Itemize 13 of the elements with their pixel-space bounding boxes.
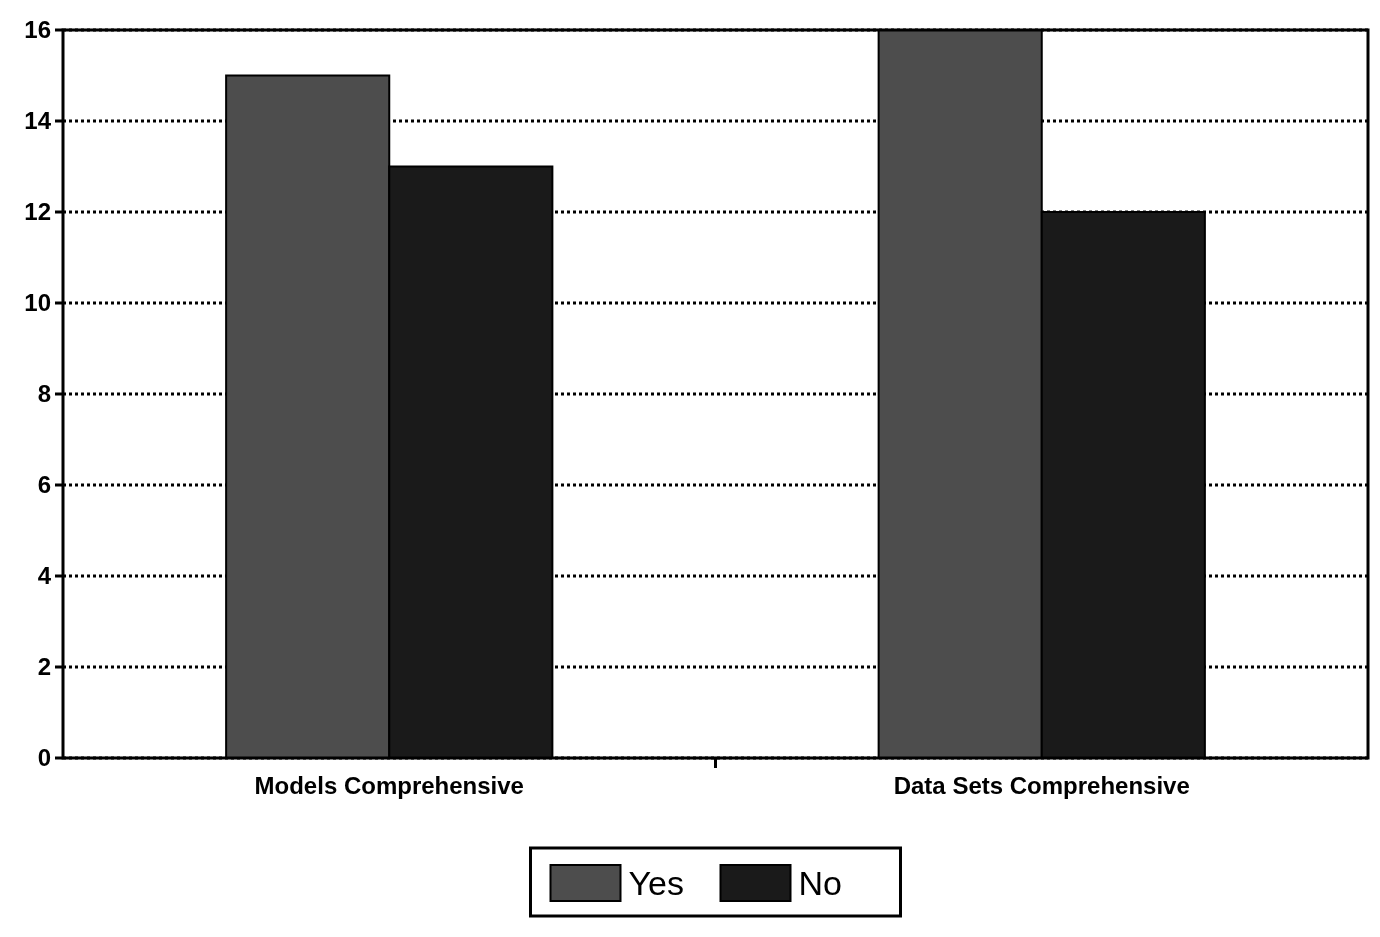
y-tick-label: 12 [24,198,51,226]
y-tick-label: 6 [37,471,51,499]
y-tick-label: 10 [24,289,51,317]
legend-label: Yes [628,863,684,902]
y-tick-label: 4 [37,562,52,590]
x-tick-label: Models Comprehensive [254,772,524,799]
y-tick-label: 0 [37,744,51,772]
y-tick-label: 2 [37,653,51,681]
legend-label: No [798,863,842,902]
y-tick-label: 14 [24,107,52,135]
y-tick-label: 16 [24,16,51,44]
x-tick-label: Data Sets Comprehensive [893,772,1190,799]
y-tick-label: 8 [37,380,51,408]
